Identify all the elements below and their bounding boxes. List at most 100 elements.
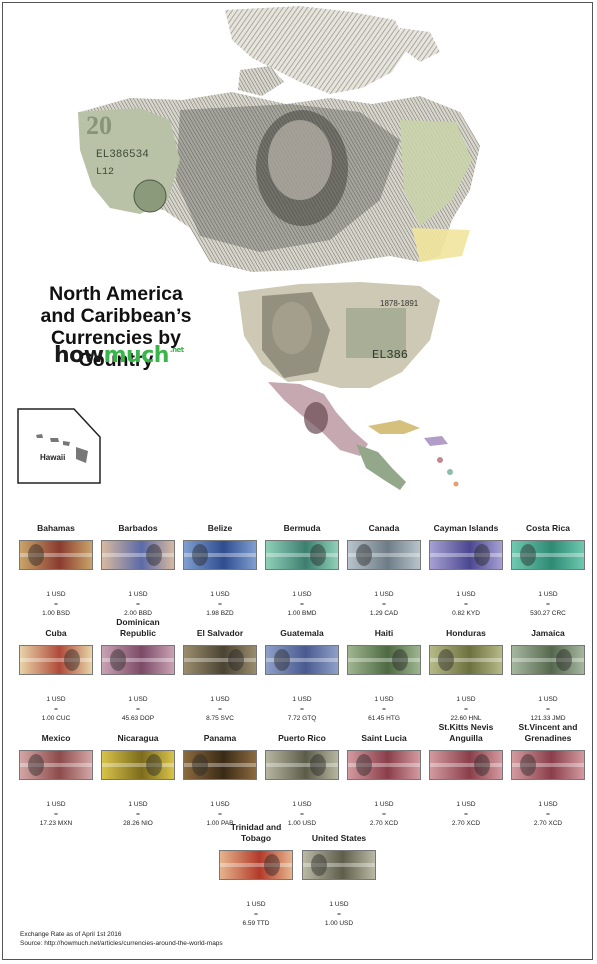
banknote-band bbox=[184, 658, 256, 662]
exchange-rate: 1 USD = 2.70 XCD bbox=[509, 800, 587, 829]
equals-sign: = bbox=[218, 705, 222, 713]
svg-text:EL386534: EL386534 bbox=[96, 149, 149, 161]
banknote-image bbox=[183, 645, 257, 675]
usd-label: 1 USD bbox=[210, 696, 230, 703]
exchange-rate: 1 USD = 2.70 XCD bbox=[427, 800, 505, 829]
country-name: Saint Lucia bbox=[361, 733, 407, 743]
equals-sign: = bbox=[54, 705, 58, 713]
exchange-rate: 1 USD = 22.60 HNL bbox=[427, 695, 505, 724]
usd-label: 1 USD bbox=[456, 801, 476, 808]
usd-label: 1 USD bbox=[538, 591, 558, 598]
title-line: North America bbox=[49, 283, 183, 305]
banknote-band bbox=[220, 863, 292, 867]
page-title: North America and Caribbean’s Currencies… bbox=[20, 283, 212, 371]
usd-label: 1 USD bbox=[128, 591, 148, 598]
usd-label: 1 USD bbox=[128, 801, 148, 808]
banknote-image bbox=[429, 645, 503, 675]
usd-label: 1 USD bbox=[374, 591, 394, 598]
currency-cell: United States 1 USD = 1.00 USD bbox=[300, 822, 378, 929]
currency-cell: Jamaica 1 USD = 121.33 JMD bbox=[509, 617, 587, 724]
equals-sign: = bbox=[464, 705, 468, 713]
equals-sign: = bbox=[218, 600, 222, 608]
country-name: St.Kitts Nevis Anguilla bbox=[438, 722, 494, 743]
banknote-portrait bbox=[264, 854, 280, 876]
equals-sign: = bbox=[382, 705, 386, 713]
banknote-image bbox=[19, 645, 93, 675]
hawaii-inset bbox=[17, 408, 101, 484]
currency-cell: Canada 1 USD = 1.29 CAD bbox=[345, 512, 423, 619]
usd-label: 1 USD bbox=[329, 901, 349, 908]
banknote-image bbox=[101, 750, 175, 780]
country-name: Barbados bbox=[118, 523, 158, 533]
banknote-band bbox=[512, 658, 584, 662]
banknote-band bbox=[266, 658, 338, 662]
banknote-portrait bbox=[146, 544, 162, 566]
banknote-image bbox=[429, 540, 503, 570]
banknote-image bbox=[19, 750, 93, 780]
equals-sign: = bbox=[136, 600, 140, 608]
equals-sign: = bbox=[254, 910, 258, 918]
country-name: Cuba bbox=[45, 628, 67, 638]
country-name: Jamaica bbox=[531, 628, 565, 638]
svg-text:20: 20 bbox=[86, 111, 112, 140]
country-name: Puerto Rico bbox=[278, 733, 326, 743]
country-name: Belize bbox=[207, 523, 233, 533]
currency-cell: Belize 1 USD = 1.98 BZD bbox=[181, 512, 259, 619]
banknote-band bbox=[184, 763, 256, 767]
currency-cell: Mexico 1 USD = 17.23 MXN bbox=[17, 722, 95, 829]
source-note: Source: http://howmuch.net/articles/curr… bbox=[20, 939, 223, 947]
rate-value: 1.00 CUC bbox=[41, 715, 71, 722]
exchange-rate: 1 USD = 2.00 BBD bbox=[99, 590, 177, 619]
banknote-image bbox=[347, 750, 421, 780]
hawaii-label: Hawaii bbox=[40, 453, 66, 462]
equals-sign: = bbox=[464, 600, 468, 608]
banknote-band bbox=[184, 553, 256, 557]
usd-label: 1 USD bbox=[210, 801, 230, 808]
exchange-rate: 1 USD = 8.75 SVC bbox=[181, 695, 259, 724]
country-name: Guatemala bbox=[280, 628, 324, 638]
rate-value: 2.70 XCD bbox=[533, 820, 563, 827]
greenland-shape bbox=[225, 6, 408, 94]
rate-value: 0.82 KYD bbox=[452, 610, 480, 617]
usd-label: 1 USD bbox=[538, 801, 558, 808]
banknote-portrait bbox=[274, 649, 290, 671]
rate-value: 530.27 CRC bbox=[530, 610, 566, 617]
exchange-rate: 1 USD = 1.29 CAD bbox=[345, 590, 423, 619]
banknote-image bbox=[511, 645, 585, 675]
banknote-band bbox=[430, 763, 502, 767]
banknote-band bbox=[512, 763, 584, 767]
banknote-portrait bbox=[356, 754, 372, 776]
logo-word-how: how bbox=[54, 343, 104, 368]
rate-value: 22.60 HNL bbox=[450, 715, 482, 722]
north-america-map: 20 EL386534 L12 1878-1891 EL386 bbox=[78, 6, 480, 490]
caribbean-islands-shape bbox=[424, 436, 448, 446]
equals-sign: = bbox=[546, 600, 550, 608]
rate-value: 6.59 TTD bbox=[242, 920, 270, 927]
rate-value: 121.33 JMD bbox=[530, 715, 566, 722]
hawaii-island-shape bbox=[50, 438, 59, 442]
currency-cell: Trinidad and Tobago 1 USD = 6.59 TTD bbox=[217, 822, 295, 929]
banknote-image bbox=[429, 750, 503, 780]
exchange-rate: 1 USD = 1.00 USD bbox=[300, 900, 378, 929]
rate-value: 1.00 BMD bbox=[287, 610, 317, 617]
cuba-shape bbox=[368, 420, 420, 434]
logo-suffix: .net bbox=[169, 346, 184, 354]
banknote-portrait bbox=[28, 754, 44, 776]
banknote-portrait bbox=[474, 754, 490, 776]
rate-value: 2.00 BBD bbox=[124, 610, 152, 617]
exchange-rate: 1 USD = 1.00 PAB bbox=[181, 800, 259, 829]
rate-value: 28.26 NIO bbox=[123, 820, 153, 827]
country-name: Canada bbox=[368, 523, 400, 533]
usd-label: 1 USD bbox=[292, 591, 312, 598]
banknote-portrait bbox=[311, 854, 327, 876]
banknote-portrait bbox=[356, 544, 372, 566]
currency-cell: Guatemala 1 USD = 7.72 GTQ bbox=[263, 617, 341, 724]
exchange-rate: 1 USD = 121.33 JMD bbox=[509, 695, 587, 724]
usd-label: 1 USD bbox=[374, 801, 394, 808]
currency-cell: Panama 1 USD = 1.00 PAB bbox=[181, 722, 259, 829]
equals-sign: = bbox=[54, 810, 58, 818]
banknote-portrait bbox=[520, 544, 536, 566]
equals-sign: = bbox=[300, 705, 304, 713]
rate-value: 1.00 USD bbox=[287, 820, 317, 827]
equals-sign: = bbox=[54, 600, 58, 608]
